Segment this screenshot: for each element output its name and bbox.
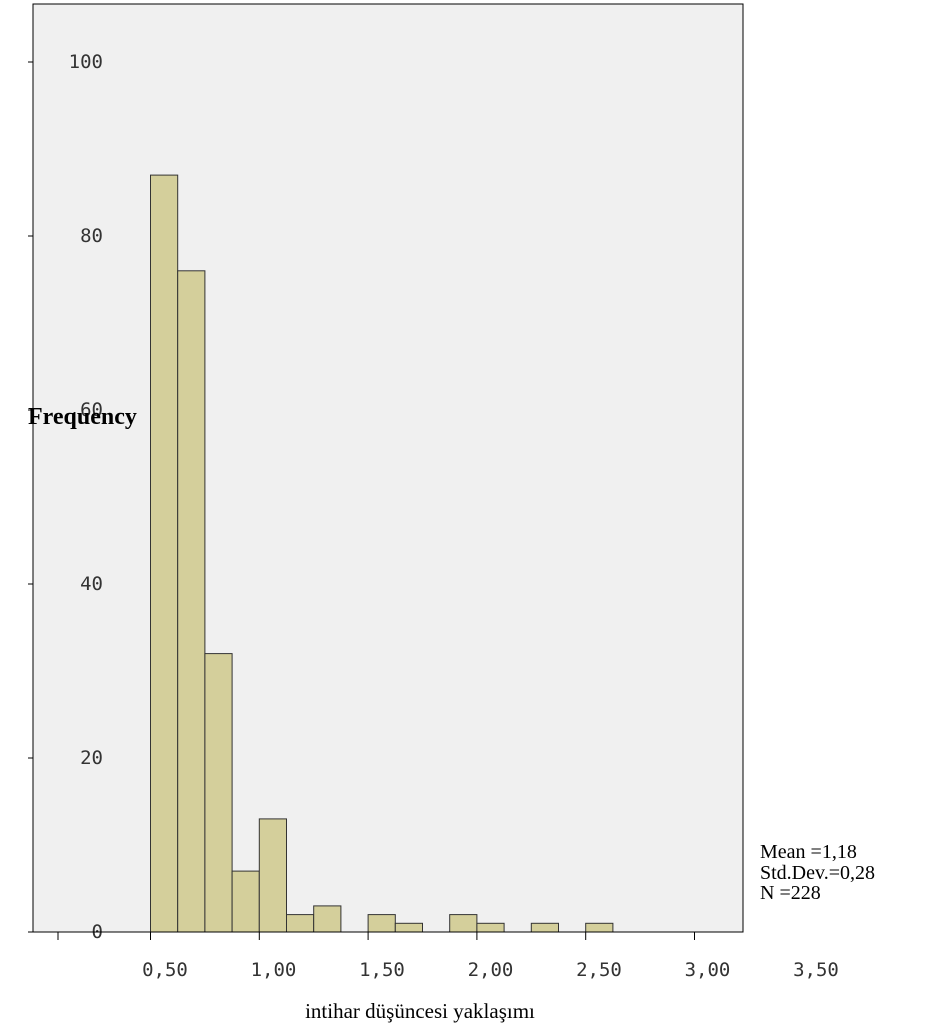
x-tick-label-5: 3,00 xyxy=(685,959,731,981)
histogram-bar-10 xyxy=(476,922,505,933)
stat-mean: Mean =1,18 xyxy=(760,841,857,863)
histogram-bar-1 xyxy=(177,270,206,933)
y-tick-label-20: 20 xyxy=(80,747,103,769)
histogram-bar-8 xyxy=(394,922,423,933)
histogram-bar-9 xyxy=(449,914,478,933)
histogram-bar-5 xyxy=(286,914,315,933)
y-axis-label: Frequency xyxy=(28,404,137,430)
histogram-bar-11 xyxy=(530,922,559,933)
histogram-bar-3 xyxy=(231,870,260,933)
y-tick-label-60: 60 xyxy=(80,399,103,421)
y-tick-label-80: 80 xyxy=(80,225,103,247)
y-tick-label-40: 40 xyxy=(80,573,103,595)
x-tick-label-0: 0,50 xyxy=(142,959,188,981)
y-tick-label-100: 100 xyxy=(69,51,103,73)
x-tick-label-3: 2,00 xyxy=(468,959,514,981)
histogram-bar-4 xyxy=(258,818,287,933)
histogram-bars xyxy=(150,174,614,933)
histogram-bar-2 xyxy=(204,653,233,933)
x-tick-label-1: 1,00 xyxy=(251,959,297,981)
histogram-bar-6 xyxy=(313,905,342,933)
x-axis-label: intihar düşüncesi yaklaşımı xyxy=(305,999,535,1023)
histogram-bar-12 xyxy=(585,922,614,933)
x-tick-label-2: 1,50 xyxy=(359,959,405,981)
x-tick-label-4: 2,50 xyxy=(576,959,622,981)
x-axis: 0,50 1,00 1,50 2,00 2,50 3,00 3,50 xyxy=(33,931,839,981)
stat-std-dev: Std.Dev.=0,28 xyxy=(760,862,875,884)
stat-n: N =228 xyxy=(760,882,821,904)
histogram-bar-7 xyxy=(367,914,396,933)
plot-area xyxy=(32,3,744,933)
x-tick-label-6: 3,50 xyxy=(793,959,839,981)
histogram-bar-0 xyxy=(150,174,179,933)
